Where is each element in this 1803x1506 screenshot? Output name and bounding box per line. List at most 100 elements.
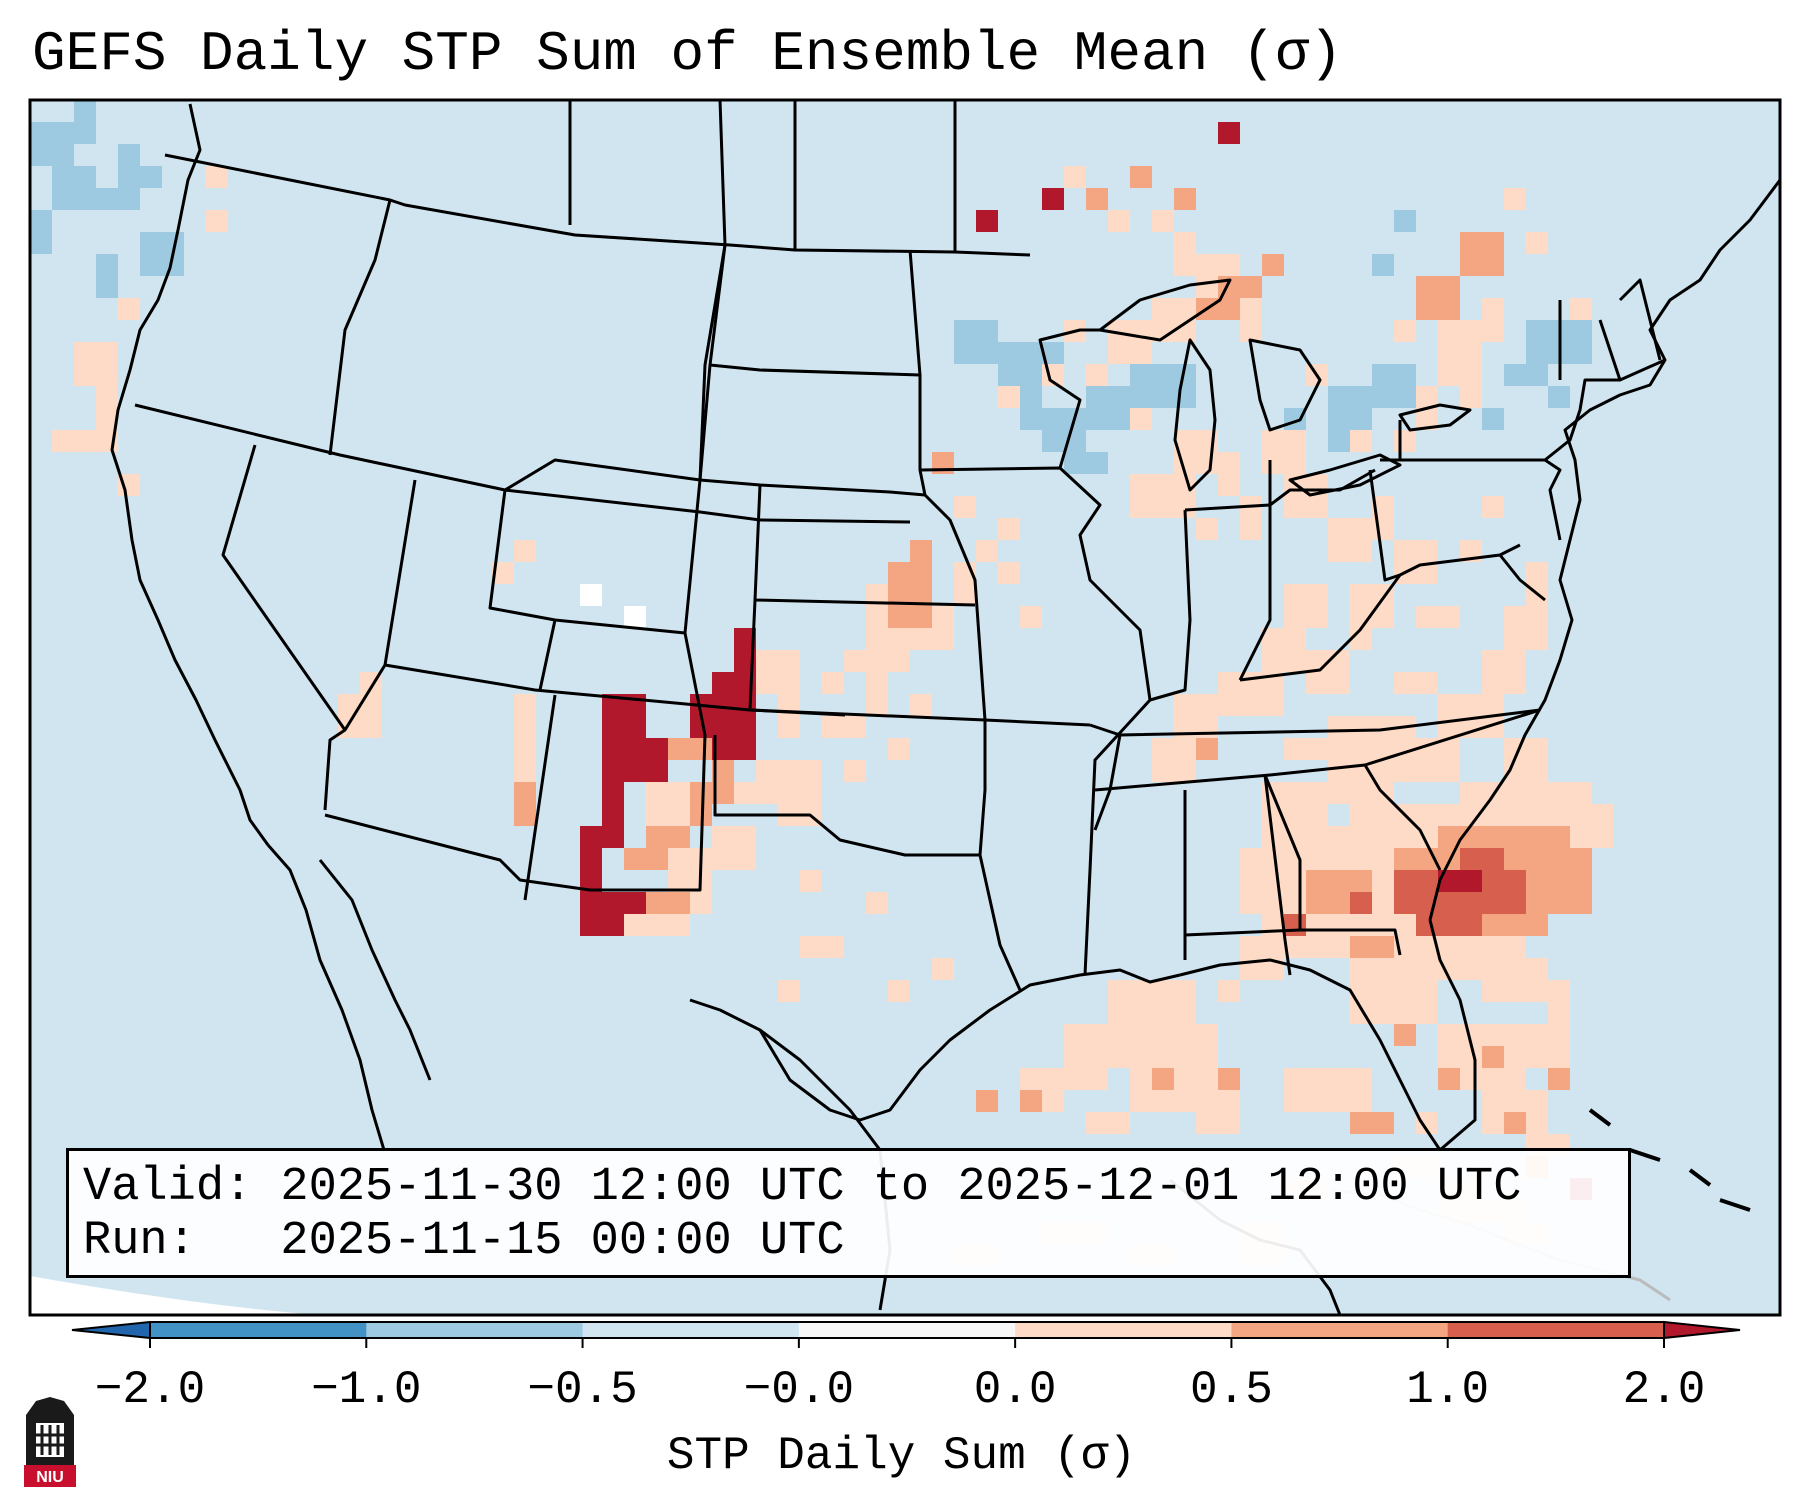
stp-cell xyxy=(1482,914,1548,936)
map-frame xyxy=(28,98,1782,1317)
colorbar-bin xyxy=(150,1322,367,1338)
stp-cell xyxy=(998,518,1020,540)
texas-coast xyxy=(758,968,1181,1122)
stp-cell xyxy=(118,298,140,320)
stp-cell xyxy=(888,980,910,1002)
stp-cell xyxy=(118,144,140,188)
stp-cell xyxy=(866,892,888,914)
colorbar-frame xyxy=(149,1321,1665,1339)
chart-title: GEFS Daily STP Sum of Ensemble Mean (σ) xyxy=(32,22,1343,86)
stp-cell xyxy=(1350,1112,1394,1134)
great-lakes-superior xyxy=(1098,278,1232,342)
stp-cell xyxy=(1064,452,1108,474)
stp-cell xyxy=(822,672,844,694)
stp-cell xyxy=(1460,782,1592,804)
stp-cell xyxy=(1130,166,1152,188)
stp-cell xyxy=(1438,870,1482,892)
colorbar-ticks xyxy=(149,1338,1665,1348)
stp-cell xyxy=(1262,628,1306,672)
stp-cell xyxy=(1394,1024,1416,1046)
stp-cell xyxy=(690,892,712,914)
stp-cell xyxy=(1218,980,1240,1002)
stp-cell xyxy=(976,540,998,562)
stp-cell xyxy=(1548,980,1570,1024)
stp-cell xyxy=(1482,408,1504,430)
stp-cell xyxy=(1504,606,1548,650)
stp-cell xyxy=(734,826,756,848)
stp-cell xyxy=(1218,122,1240,144)
stp-cell xyxy=(1548,1068,1570,1090)
stp-cell xyxy=(624,848,668,870)
stp-cell xyxy=(1460,386,1482,408)
stp-cell xyxy=(30,122,74,166)
stp-cell xyxy=(1020,606,1042,628)
lake-ontario xyxy=(1398,403,1472,432)
stp-cell xyxy=(822,716,866,738)
stp-cell xyxy=(1482,1046,1504,1068)
stp-cell xyxy=(1548,386,1570,408)
stp-cell xyxy=(96,188,140,210)
stp-cell xyxy=(910,694,932,716)
stp-cell xyxy=(1240,298,1262,342)
colorbar-label: STP Daily Sum (σ) xyxy=(666,1430,1137,1482)
colorbar-bin xyxy=(582,1322,800,1338)
stp-cell xyxy=(646,826,690,848)
stp-cell xyxy=(52,166,96,210)
colorbar-tick-label: −0.5 xyxy=(527,1364,638,1416)
stp-cell xyxy=(1130,408,1152,430)
stp-cell xyxy=(1438,826,1570,848)
stp-cell xyxy=(1350,936,1394,958)
stp-cell xyxy=(1482,496,1504,518)
stp-cell xyxy=(844,760,866,782)
stp-cell xyxy=(998,562,1020,584)
colorbar-tick-label: −2.0 xyxy=(94,1364,206,1416)
lake-erie xyxy=(1288,453,1402,497)
stp-cell xyxy=(624,738,668,782)
stp-cell xyxy=(1460,232,1504,276)
stp-cell xyxy=(1416,1112,1438,1134)
valid-run-info-box: Valid: 2025-11-30 12:00 UTC to 2025-12-0… xyxy=(66,1148,1631,1278)
stp-cell xyxy=(1086,386,1130,430)
niu-logo: NIU xyxy=(24,1397,76,1487)
stp-cell xyxy=(1152,738,1196,782)
stp-cell xyxy=(1372,364,1416,408)
stp-cell xyxy=(1218,1068,1240,1090)
baja xyxy=(266,844,386,1151)
stp-cell xyxy=(976,1090,998,1112)
stp-cell xyxy=(1196,738,1218,760)
stp-cell xyxy=(976,210,998,232)
stp-cell xyxy=(1042,188,1064,210)
stp-cell xyxy=(206,210,228,232)
stp-cell xyxy=(492,562,514,584)
stp-cell xyxy=(1570,298,1592,320)
colorbar-bin xyxy=(1015,1322,1232,1338)
colorbar-tick-label: 1.0 xyxy=(1406,1364,1490,1416)
colorbar-bin xyxy=(798,1322,1016,1338)
lake-michigan xyxy=(1173,338,1217,492)
stp-cell xyxy=(1174,1024,1218,1090)
stp-cell xyxy=(1438,1068,1460,1090)
stp-cell xyxy=(1020,1090,1042,1112)
stp-cell xyxy=(1152,210,1174,232)
stp-cell xyxy=(1064,166,1086,188)
east-coast xyxy=(1428,179,1780,921)
stp-cell xyxy=(1240,936,1284,980)
stp-cell xyxy=(1108,320,1152,364)
stp-cell xyxy=(1196,518,1218,540)
outside-domain xyxy=(30,1276,320,1315)
stp-cell xyxy=(712,760,734,782)
mexico-west-coast xyxy=(318,859,432,1081)
stp-cell xyxy=(1086,364,1108,386)
colorbar-bin xyxy=(1231,1322,1449,1338)
bahamas xyxy=(1588,1108,1751,1212)
stp-cell xyxy=(1152,1068,1174,1090)
stp-cell xyxy=(1284,1068,1372,1112)
stp-cell xyxy=(1284,738,1328,760)
stp-cell xyxy=(1526,1024,1570,1068)
colorbar-tick-label: 2.0 xyxy=(1622,1364,1706,1416)
stp-cell xyxy=(1394,210,1416,232)
valid-time-text: Valid: 2025-11-30 12:00 UTC to 2025-12-0… xyxy=(83,1161,1522,1214)
niu-logo-banner xyxy=(24,1465,76,1487)
stp-cell xyxy=(140,166,162,188)
stp-cell xyxy=(668,738,712,760)
